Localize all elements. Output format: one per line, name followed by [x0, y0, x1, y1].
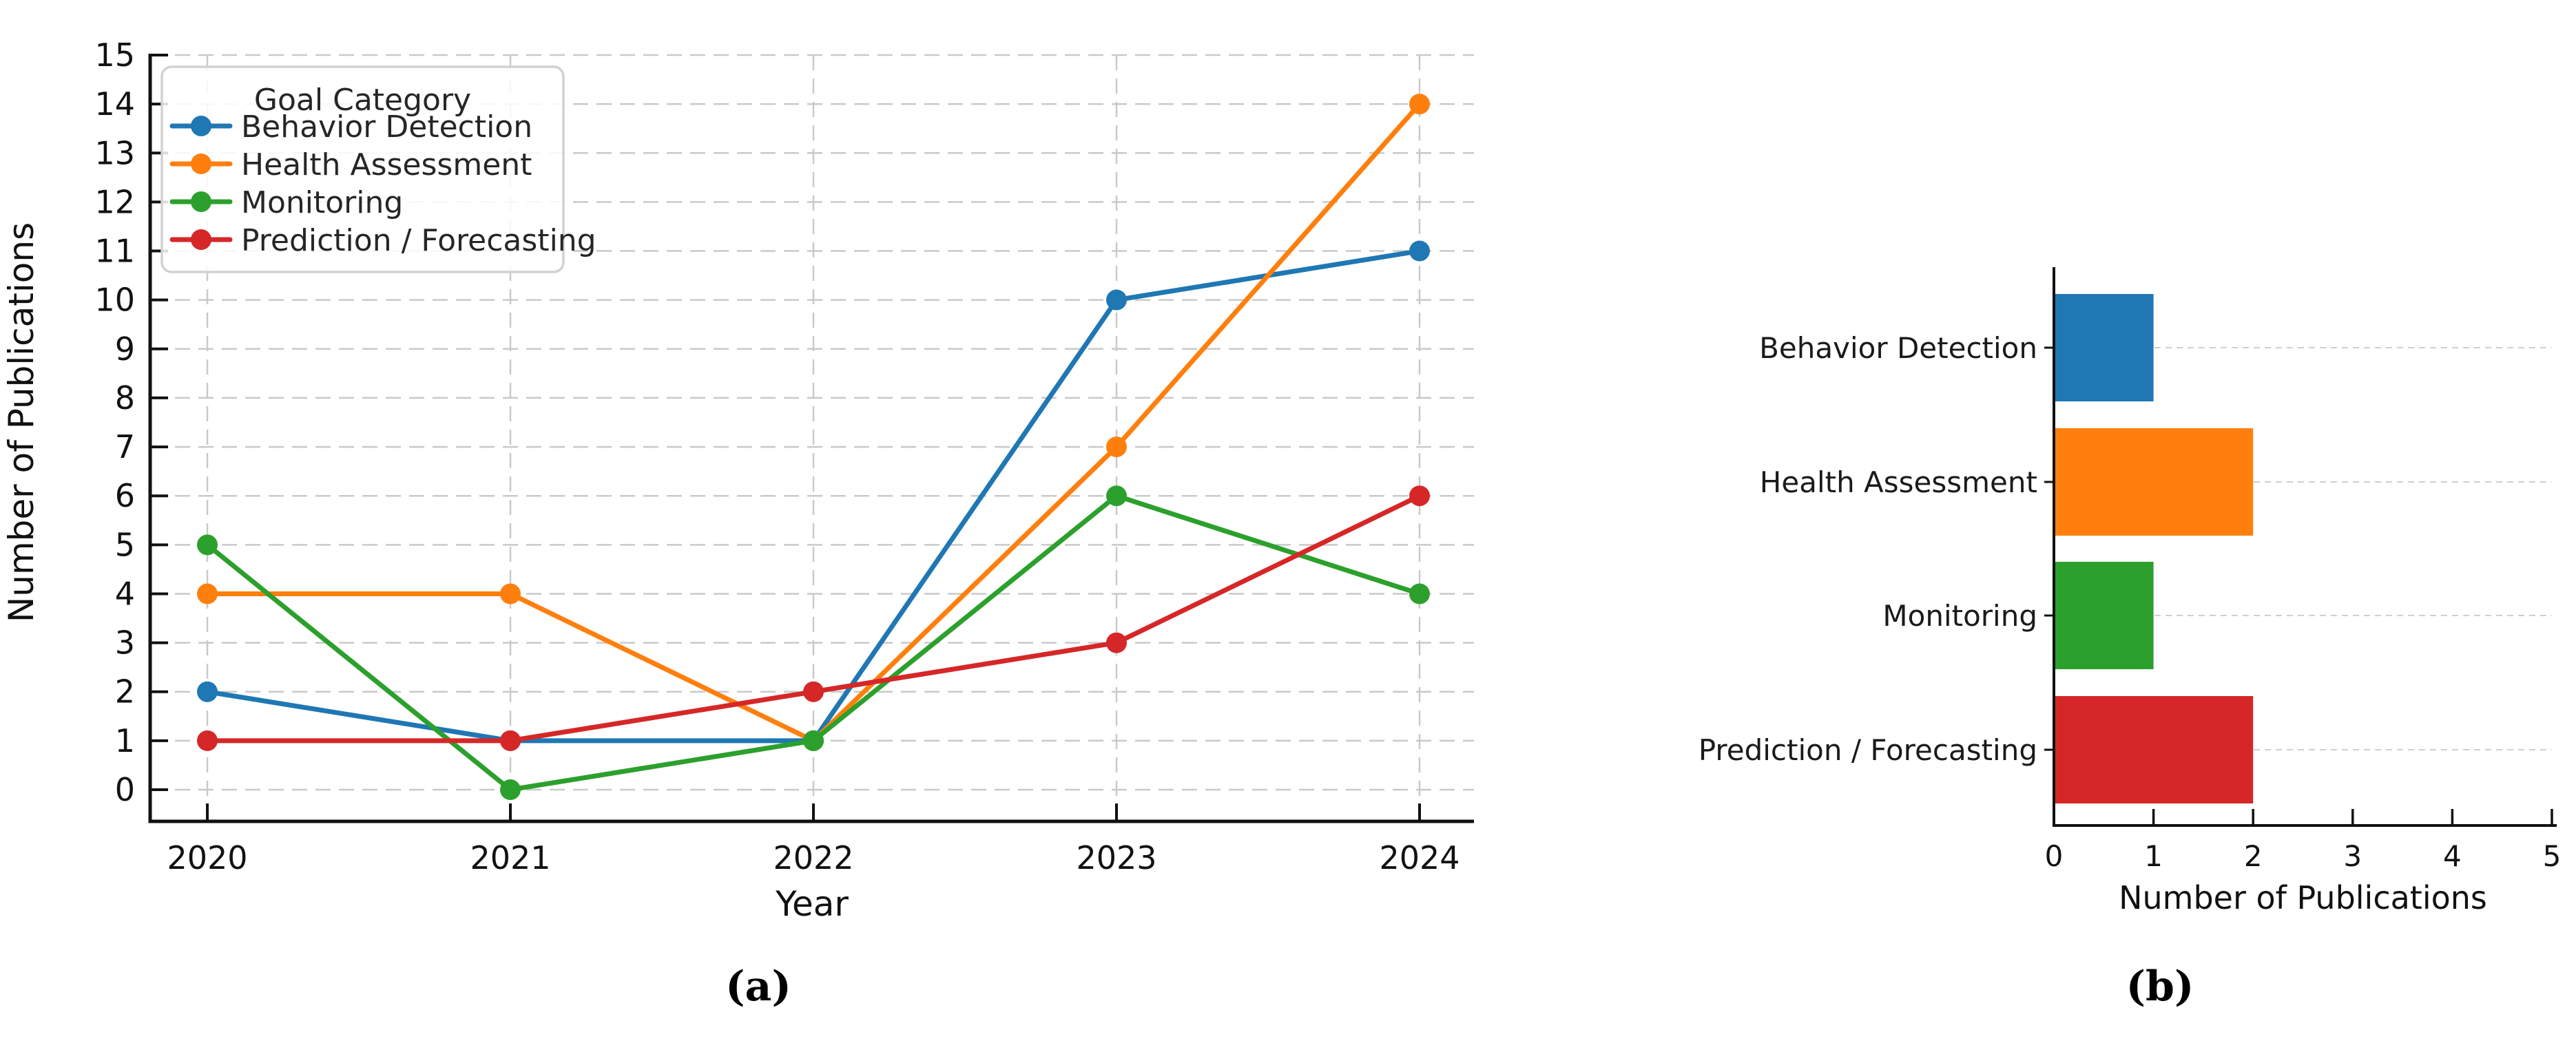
x-tick-label: 2023 [1076, 839, 1156, 876]
data-point-prediction-forecasting [803, 681, 824, 702]
legend-marker-monitoring [191, 191, 211, 212]
data-point-behavior-detection [1409, 240, 1430, 262]
y-tick-label: 15 [94, 36, 135, 74]
data-point-monitoring [197, 534, 218, 556]
x-tick-label-b: 2 [2244, 839, 2263, 873]
y-tick-label: 14 [94, 85, 135, 123]
y-tick-label: 5 [115, 526, 135, 563]
legend-marker-health-assessment [191, 154, 211, 174]
x-tick-label-b: 4 [2443, 839, 2462, 873]
legend-item-label: Prediction / Forecasting [241, 223, 596, 258]
x-tick-label-b: 3 [2343, 839, 2362, 873]
bar-category-label: Health Assessment [1760, 465, 2037, 499]
x-tick-label-b: 1 [2144, 839, 2163, 873]
y-axis-title: Number of Publications [1, 222, 41, 622]
caption-b: (b) [2126, 962, 2194, 1011]
y-tick-label: 7 [115, 428, 135, 465]
y-tick-label: 2 [115, 673, 135, 711]
x-tick-label-b: 5 [2543, 839, 2562, 873]
bar-category-label: Monitoring [1882, 599, 2037, 633]
bar-category-label: Behavior Detection [1759, 331, 2037, 365]
y-tick-label: 1 [115, 722, 135, 759]
x-axis-title: Year [775, 884, 849, 924]
y-tick-label: 3 [115, 624, 135, 662]
data-point-health-assessment [1106, 436, 1127, 458]
y-tick-label: 4 [115, 575, 135, 612]
legend-item-label: Behavior Detection [241, 109, 532, 145]
bar-monitoring [2055, 562, 2154, 669]
y-tick-label: 6 [115, 477, 135, 514]
x-tick-label: 2022 [773, 839, 853, 876]
y-tick-label: 9 [115, 330, 135, 368]
x-tick-label: 2024 [1379, 839, 1460, 876]
data-point-monitoring [1409, 583, 1430, 604]
legend-marker-behavior-detection [191, 116, 211, 136]
data-point-prediction-forecasting [1409, 485, 1430, 507]
bar-category-label: Prediction / Forecasting [1699, 733, 2037, 767]
legend-box [160, 65, 565, 273]
bar-behavior-detection [2055, 294, 2154, 401]
legend-title: Goal Category [254, 83, 471, 118]
data-point-health-assessment [500, 583, 521, 604]
bar-health-assessment [2055, 428, 2254, 536]
y-tick-label: 13 [94, 134, 135, 171]
x-tick-label: 2021 [470, 839, 550, 876]
legend-marker-prediction-forecasting [191, 229, 211, 250]
data-point-health-assessment [1409, 94, 1430, 115]
data-point-monitoring [1106, 485, 1127, 507]
y-tick-label: 0 [115, 771, 135, 808]
data-point-health-assessment [197, 583, 218, 604]
x-tick-label: 2020 [167, 839, 247, 876]
legend-item-label: Monitoring [241, 185, 403, 220]
legend-item-label: Health Assessment [241, 147, 532, 182]
data-point-monitoring [803, 730, 824, 751]
data-point-behavior-detection [1106, 289, 1127, 311]
y-tick-label: 12 [94, 183, 135, 220]
data-point-monitoring [500, 779, 521, 800]
y-tick-label: 8 [115, 379, 135, 417]
data-point-prediction-forecasting [197, 730, 218, 751]
data-point-behavior-detection [197, 681, 218, 702]
x-tick-label-b: 0 [2045, 839, 2064, 873]
data-point-prediction-forecasting [500, 730, 521, 751]
y-tick-label: 11 [94, 233, 135, 270]
x-axis-title-b: Number of Publications [2119, 879, 2487, 916]
bar-prediction-forecasting [2055, 696, 2254, 803]
y-tick-label: 10 [94, 282, 135, 319]
data-point-prediction-forecasting [1106, 632, 1127, 653]
caption-a: (a) [725, 962, 791, 1011]
